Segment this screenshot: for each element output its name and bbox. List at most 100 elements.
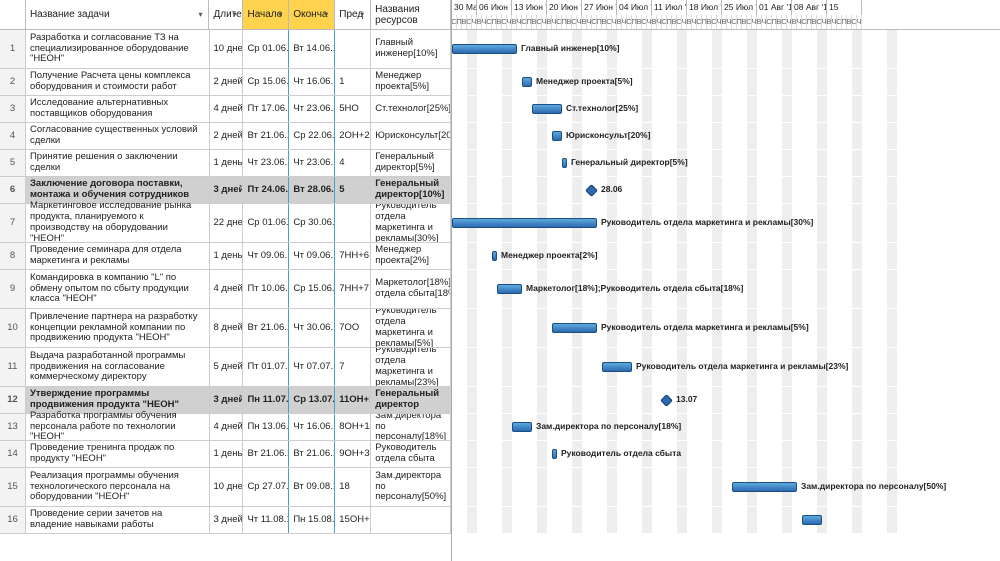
week-header[interactable]: 13 Июн '16 bbox=[512, 0, 547, 15]
cell[interactable]: Генеральный директор[5%] bbox=[371, 150, 451, 176]
gantt-bar[interactable] bbox=[512, 422, 532, 432]
cell[interactable]: 3 дней bbox=[210, 507, 244, 533]
cell[interactable]: 1 день bbox=[210, 441, 244, 467]
cell[interactable]: 9 bbox=[0, 270, 26, 308]
cell[interactable]: Разработка и согласование ТЗ на специали… bbox=[26, 30, 210, 68]
cell[interactable]: Ср 01.06.16 bbox=[243, 204, 289, 242]
cell[interactable]: Ср 15.06.16 bbox=[243, 69, 289, 95]
week-header[interactable]: 25 Июл '16 bbox=[722, 0, 757, 15]
cell[interactable]: Вт 21.06.16 bbox=[243, 441, 289, 467]
cell[interactable]: 1 день bbox=[210, 243, 244, 269]
cell[interactable]: Ср 13.07.16 bbox=[289, 387, 335, 413]
gantt-row[interactable]: Руководитель отдела сбыта bbox=[452, 441, 1000, 468]
cell[interactable]: Командировка в компанию "L" по обмену оп… bbox=[26, 270, 210, 308]
cell[interactable]: Ст.технолог[25%] bbox=[371, 96, 451, 122]
cell[interactable]: 4 bbox=[0, 123, 26, 149]
week-header[interactable]: 08 Авг '16 bbox=[792, 0, 827, 15]
gantt-bar[interactable] bbox=[452, 44, 517, 54]
cell[interactable]: Вт 09.08.16 bbox=[289, 468, 335, 506]
table-row[interactable]: 13Разработка программы обучения персонал… bbox=[0, 414, 451, 441]
week-header[interactable]: 04 Июл '16 bbox=[617, 0, 652, 15]
cell[interactable]: Вт 14.06.16 bbox=[289, 30, 335, 68]
cell[interactable]: Генеральный директор[10%] bbox=[371, 177, 451, 203]
cell[interactable]: 8ОН+1 день bbox=[335, 414, 371, 440]
col-end[interactable]: Оконча bbox=[289, 0, 335, 29]
cell[interactable]: 4 дней bbox=[210, 96, 244, 122]
cell[interactable]: 22 дней bbox=[210, 204, 244, 242]
cell[interactable]: Ср 22.06.16 bbox=[289, 123, 335, 149]
cell[interactable]: 4 bbox=[335, 150, 371, 176]
gantt-row[interactable]: Менеджер проекта[2%] bbox=[452, 243, 1000, 270]
cell[interactable]: Зам.директора по персоналу[50%] bbox=[371, 468, 451, 506]
cell[interactable]: Зам.директора по персоналу[18%] bbox=[371, 414, 451, 440]
cell[interactable]: Главный инженер[10%] bbox=[371, 30, 451, 68]
cell[interactable]: Пт 10.06.16 bbox=[243, 270, 289, 308]
week-header[interactable]: 27 Июн '16 bbox=[582, 0, 617, 15]
chevron-down-icon[interactable] bbox=[324, 9, 332, 17]
cell[interactable] bbox=[335, 30, 371, 68]
cell[interactable]: Маркетолог[18%];Руководитель отдела сбыт… bbox=[371, 270, 451, 308]
cell[interactable]: Выдача разработанной программы продвижен… bbox=[26, 348, 210, 386]
cell[interactable]: Пн 13.06.16 bbox=[243, 414, 289, 440]
cell[interactable]: Ср 27.07.16 bbox=[243, 468, 289, 506]
cell[interactable]: Пн 15.08.16 bbox=[289, 507, 335, 533]
cell[interactable]: Разработка программы обучения персонала … bbox=[26, 414, 210, 440]
cell[interactable]: Вт 21.06.16 bbox=[243, 123, 289, 149]
cell[interactable]: Чт 23.06.16 bbox=[243, 150, 289, 176]
cell[interactable]: Ср 01.06.16 bbox=[243, 30, 289, 68]
cell[interactable]: Чт 23.06.16 bbox=[289, 150, 335, 176]
cell[interactable]: 14 bbox=[0, 441, 26, 467]
col-resources[interactable]: Названия ресурсов bbox=[371, 0, 451, 29]
gantt-row[interactable]: Руководитель отдела маркетинга и рекламы… bbox=[452, 309, 1000, 348]
gantt-row[interactable]: Менеджер проекта[5%] bbox=[452, 69, 1000, 96]
cell[interactable]: Исследование альтернативных поставщиков … bbox=[26, 96, 210, 122]
gantt-bar[interactable] bbox=[552, 449, 557, 459]
cell[interactable]: 10 дней bbox=[210, 468, 244, 506]
table-row[interactable]: 5Принятие решения о заключении сделки1 д… bbox=[0, 150, 451, 177]
cell[interactable]: Менеджер проекта[2%] bbox=[371, 243, 451, 269]
gantt-bar[interactable] bbox=[532, 104, 562, 114]
cell[interactable]: 15ОН+1 день bbox=[335, 507, 371, 533]
gantt-row[interactable]: Маркетолог[18%];Руководитель отдела сбыт… bbox=[452, 270, 1000, 309]
cell[interactable] bbox=[335, 204, 371, 242]
gantt-row[interactable]: Главный инженер[10%] bbox=[452, 30, 1000, 69]
cell[interactable]: Проведение серии зачетов на владение нав… bbox=[26, 507, 210, 533]
cell[interactable]: 7НН+6 дней bbox=[335, 243, 371, 269]
table-row[interactable]: 8Проведение семинара для отдела маркетин… bbox=[0, 243, 451, 270]
cell[interactable]: Чт 16.06.16 bbox=[289, 69, 335, 95]
gantt-row[interactable]: Юрисконсульт[20%] bbox=[452, 123, 1000, 150]
cell[interactable]: Руководитель отдела маркетинга и рекламы… bbox=[371, 204, 451, 242]
table-row[interactable]: 10Привлечение партнера на разработку кон… bbox=[0, 309, 451, 348]
cell[interactable]: Заключение договора поставки, монтажа и … bbox=[26, 177, 210, 203]
table-row[interactable]: 4Согласование существенных условий сделк… bbox=[0, 123, 451, 150]
chevron-down-icon[interactable] bbox=[232, 9, 240, 17]
cell[interactable]: Руководитель отдела маркетинга и рекламы… bbox=[371, 348, 451, 386]
cell[interactable]: Чт 11.08.16 bbox=[243, 507, 289, 533]
cell[interactable]: Чт 09.06.16 bbox=[289, 243, 335, 269]
table-row[interactable]: 1Разработка и согласование ТЗ на специал… bbox=[0, 30, 451, 69]
cell[interactable]: 3 bbox=[0, 96, 26, 122]
chevron-down-icon[interactable] bbox=[198, 9, 206, 17]
gantt-row[interactable]: Зам.директора по персоналу[18%] bbox=[452, 414, 1000, 441]
cell[interactable]: Чт 23.06.16 bbox=[289, 96, 335, 122]
col-start[interactable]: Начало bbox=[243, 0, 289, 29]
cell[interactable]: 5 дней bbox=[210, 348, 244, 386]
week-header[interactable]: 15 bbox=[827, 0, 862, 15]
cell[interactable]: Получение Расчета цены комплекса оборудо… bbox=[26, 69, 210, 95]
table-row[interactable]: 2Получение Расчета цены комплекса оборуд… bbox=[0, 69, 451, 96]
cell[interactable]: Ср 30.06.16 bbox=[289, 204, 335, 242]
cell[interactable]: Пт 01.07.16 bbox=[243, 348, 289, 386]
cell[interactable]: 3 дней bbox=[210, 387, 244, 413]
gantt-bar[interactable] bbox=[492, 251, 497, 261]
cell[interactable]: 7НН+7 дней bbox=[335, 270, 371, 308]
col-name[interactable]: Название задачи bbox=[26, 0, 210, 29]
gantt-row[interactable]: Руководитель отдела маркетинга и рекламы… bbox=[452, 348, 1000, 387]
cell[interactable]: 4 дней bbox=[210, 270, 244, 308]
table-row[interactable]: 15Реализация программы обучения технолог… bbox=[0, 468, 451, 507]
table-row[interactable]: 14Проведение тренинга продаж по продукту… bbox=[0, 441, 451, 468]
cell[interactable]: 7ОО bbox=[335, 309, 371, 347]
cell[interactable]: 1 bbox=[335, 69, 371, 95]
week-header[interactable]: 01 Авг '16 bbox=[757, 0, 792, 15]
cell[interactable]: Принятие решения о заключении сделки bbox=[26, 150, 210, 176]
cell[interactable]: 11 bbox=[0, 348, 26, 386]
